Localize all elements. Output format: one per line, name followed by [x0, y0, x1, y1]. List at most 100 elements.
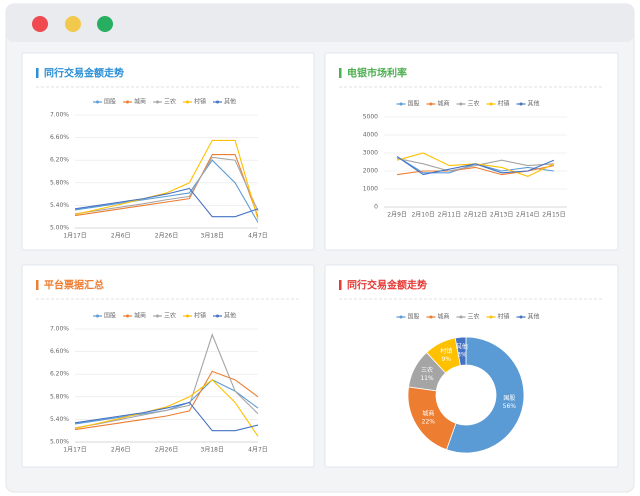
legend-dot	[126, 100, 129, 104]
series-line	[396, 156, 555, 176]
x-tick-label: 3月18日	[201, 233, 224, 240]
x-tick-label: 2月12日	[464, 212, 487, 219]
legend-label: 三农	[164, 312, 176, 320]
x-tick-label: 2月9日	[387, 212, 407, 219]
legend-dot	[519, 315, 523, 319]
legend-label: 三农	[164, 98, 176, 106]
legend-label: 三农	[468, 313, 480, 321]
legend-label: 三农	[468, 100, 480, 108]
title-bar	[6, 4, 634, 42]
y-tick-label: 4000	[363, 132, 378, 139]
legend-label: 城商	[438, 313, 450, 321]
panel	[324, 52, 619, 251]
y-tick-label: 6.60%	[50, 134, 69, 141]
legend-label: 城商	[438, 100, 450, 108]
slice-name: 其他	[456, 343, 468, 351]
donut-slice	[446, 336, 525, 454]
y-tick-label: 6.20%	[50, 371, 69, 378]
close-dot[interactable]	[32, 16, 48, 32]
y-tick-label: 2000	[363, 168, 378, 175]
legend-dot	[126, 314, 129, 318]
legend-dot	[459, 315, 463, 319]
legend-label: 村镇	[194, 312, 206, 320]
series-line	[396, 157, 554, 172]
donut-slice	[454, 336, 467, 366]
legend-dot	[216, 100, 219, 104]
series-line	[74, 333, 259, 429]
slice-name: 国股	[503, 395, 515, 402]
series-line	[74, 156, 259, 215]
legend-dot	[186, 100, 189, 104]
y-tick-label: 5.80%	[50, 393, 69, 400]
panel	[21, 52, 315, 251]
slice-value: 9%	[441, 356, 451, 363]
legend-label: 村镇	[498, 100, 510, 108]
slice-name: 村镇	[440, 347, 452, 355]
y-tick-label: 5.00%	[50, 439, 69, 446]
series-line	[74, 154, 259, 217]
maximize-dot[interactable]	[97, 16, 113, 32]
legend-dot	[429, 102, 433, 106]
legend-label: 国股	[104, 99, 116, 106]
series-line	[74, 159, 259, 223]
panel-title: 平台票据汇总	[44, 279, 104, 292]
slice-value: 3%	[457, 352, 467, 359]
x-tick-label: 2月15日	[542, 212, 565, 219]
legend-dot	[156, 314, 159, 318]
slice-name: 三农	[421, 366, 433, 374]
legend-label: 国股	[408, 314, 420, 321]
x-tick-label: 1月17日	[63, 233, 86, 240]
title-accent	[36, 280, 39, 290]
legend-label: 其他	[224, 98, 236, 106]
legend-dot	[96, 100, 99, 104]
legend-label: 其他	[224, 312, 236, 320]
series-line	[74, 139, 259, 220]
legend-dot	[489, 102, 493, 106]
legend-label: 国股	[408, 101, 420, 108]
slice-value: 56%	[503, 403, 517, 410]
legend-dot	[186, 314, 189, 318]
panel	[324, 264, 619, 468]
series-line	[74, 187, 259, 218]
legend-label: 其他	[528, 313, 540, 321]
legend-label: 村镇	[194, 98, 206, 106]
series-line	[74, 401, 259, 432]
x-tick-label: 2月13日	[490, 212, 513, 219]
y-tick-label: 7.00%	[50, 112, 69, 119]
legend-dot	[429, 315, 433, 319]
x-tick-label: 2月11日	[438, 212, 461, 219]
legend-dot	[156, 100, 159, 104]
panel-title: 同行交易金额走势	[44, 67, 124, 80]
title-accent	[36, 68, 39, 78]
x-tick-label: 4月7日	[248, 447, 268, 454]
y-tick-label: 6.20%	[50, 157, 69, 164]
legend-dot	[399, 315, 403, 319]
y-tick-label: 5.40%	[50, 416, 69, 423]
y-tick-label: 5000	[363, 114, 378, 121]
x-tick-label: 2月6日	[111, 233, 131, 240]
legend-dot	[459, 102, 463, 106]
legend-dot	[489, 315, 493, 319]
legend-label: 其他	[528, 100, 540, 108]
legend-dot	[96, 314, 99, 318]
title-accent	[339, 68, 342, 78]
x-tick-label: 1月17日	[63, 447, 86, 454]
x-tick-label: 2月10日	[411, 212, 434, 219]
slice-value: 11%	[420, 375, 434, 382]
y-tick-label: 5.00%	[50, 225, 69, 232]
legend-label: 城商	[134, 312, 146, 320]
x-tick-label: 2月26日	[155, 233, 178, 240]
x-tick-label: 2月26日	[155, 447, 178, 454]
slice-value: 22%	[422, 418, 436, 425]
y-tick-label: 6.60%	[50, 348, 69, 355]
panel	[21, 264, 315, 468]
x-tick-label: 3月18日	[201, 447, 224, 454]
minimize-dot[interactable]	[65, 16, 81, 32]
legend-dot	[399, 102, 403, 106]
x-tick-label: 4月7日	[248, 233, 268, 240]
y-tick-label: 0	[374, 204, 378, 211]
y-tick-label: 5.80%	[50, 179, 69, 186]
title-accent	[339, 280, 342, 290]
panel-title: 同行交易金额走势	[347, 279, 427, 292]
